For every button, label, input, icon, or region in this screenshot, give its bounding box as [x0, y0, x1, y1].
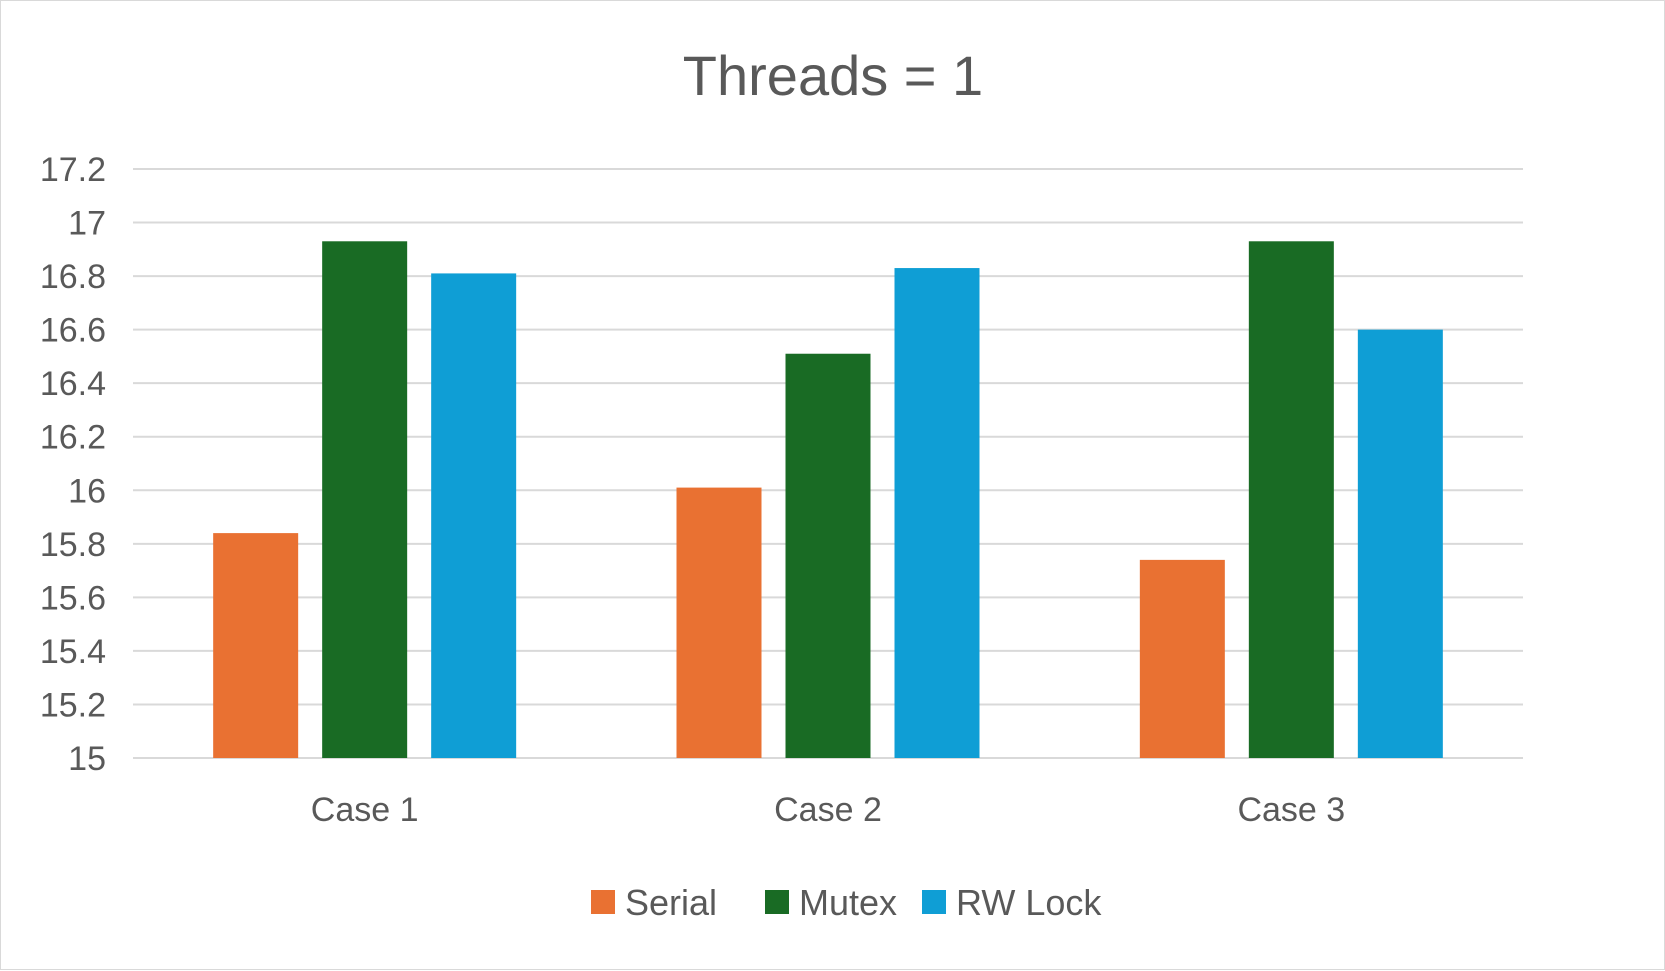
y-tick-label: 15: [68, 740, 106, 778]
x-tick-label: Case 3: [1237, 791, 1345, 829]
legend-label: Serial: [625, 882, 717, 923]
y-tick-label: 15.8: [40, 526, 106, 564]
legend-label: Mutex: [799, 882, 897, 923]
y-tick-label: 15.4: [40, 633, 106, 671]
y-tick-label: 16.6: [40, 312, 106, 350]
bar-mutex-3: [1248, 241, 1334, 758]
chart-title: Threads = 1: [683, 44, 983, 107]
x-axis: Case 1 Case 2 Case 3: [311, 791, 1345, 829]
legend-swatch: [765, 890, 789, 914]
bar-serial-1: [213, 533, 299, 758]
y-tick-label: 17.2: [40, 151, 106, 189]
legend-swatch: [591, 890, 615, 914]
bar-rw-lock-2: [894, 268, 980, 758]
y-axis: 15 15.2 15.4 15.6 15.8 16 16.2 16.4 16.6 16.8 17 17…: [40, 151, 106, 778]
legend-swatch: [922, 890, 946, 914]
y-tick-label: 16.8: [40, 258, 106, 296]
x-tick-label: Case 2: [774, 791, 882, 829]
y-tick-label: 15.6: [40, 579, 106, 617]
y-tick-label: 16: [68, 472, 106, 510]
bar-rw-lock-1: [431, 273, 517, 758]
y-tick-label: 16.2: [40, 419, 106, 457]
bar-mutex-1: [322, 241, 408, 758]
y-tick-label: 16.4: [40, 365, 106, 403]
y-tick-label: 17: [68, 205, 106, 243]
x-tick-label: Case 1: [311, 791, 419, 829]
bar-rw-lock-3: [1357, 329, 1443, 758]
bar-serial-3: [1139, 559, 1225, 758]
bars: [213, 241, 1443, 758]
legend-label: RW Lock: [956, 882, 1102, 923]
bar-serial-2: [676, 487, 762, 758]
bar-mutex-2: [785, 353, 871, 758]
legend: Serial Mutex RW Lock: [591, 882, 1102, 923]
y-tick-label: 15.2: [40, 686, 106, 724]
